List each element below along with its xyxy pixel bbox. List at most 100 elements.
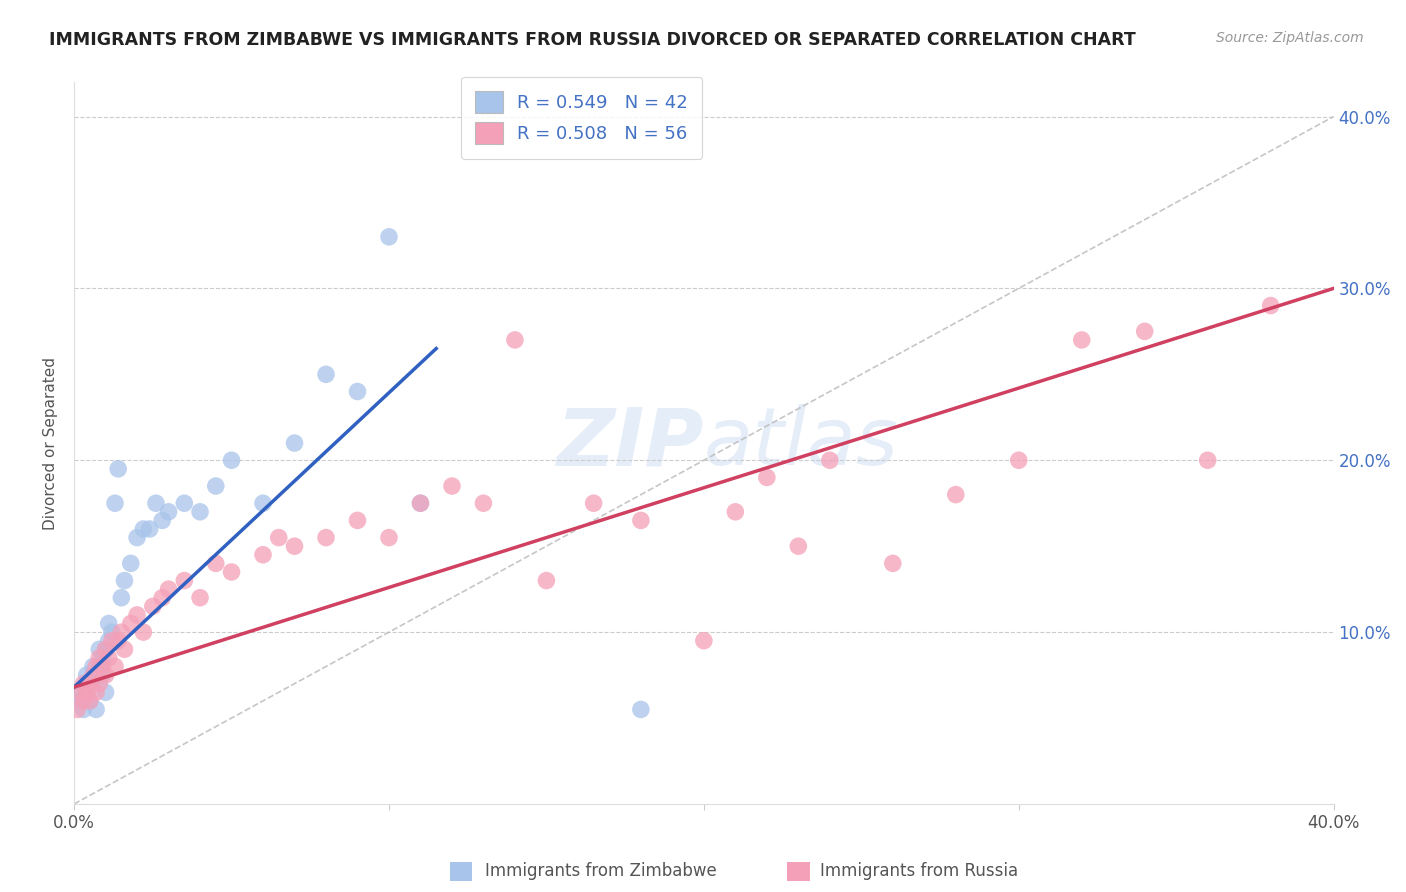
Point xyxy=(94,642,117,657)
Point xyxy=(1133,324,1156,338)
Point xyxy=(94,685,117,699)
Point xyxy=(84,702,107,716)
Text: Source: ZipAtlas.com: Source: ZipAtlas.com xyxy=(1216,31,1364,45)
Point xyxy=(84,685,107,699)
Point xyxy=(76,685,98,699)
Point xyxy=(84,668,107,682)
Point xyxy=(188,591,211,605)
Point xyxy=(346,384,368,399)
Point xyxy=(110,625,132,640)
Point xyxy=(89,659,111,673)
Point xyxy=(378,230,401,244)
Point xyxy=(503,333,526,347)
Point xyxy=(252,496,274,510)
Text: atlas: atlas xyxy=(704,404,898,482)
Point xyxy=(97,633,120,648)
Point xyxy=(89,676,111,690)
Point xyxy=(114,642,136,657)
Point xyxy=(104,496,127,510)
Point xyxy=(787,539,810,553)
Point xyxy=(173,574,195,588)
Point xyxy=(107,462,129,476)
Y-axis label: Divorced or Separated: Divorced or Separated xyxy=(44,357,58,530)
Point xyxy=(69,694,91,708)
Point xyxy=(110,591,132,605)
Point xyxy=(1008,453,1031,467)
Point xyxy=(204,479,226,493)
Point xyxy=(157,582,180,596)
Point xyxy=(315,368,337,382)
Point xyxy=(378,531,401,545)
Point xyxy=(66,685,89,699)
Point xyxy=(79,676,101,690)
Point xyxy=(79,694,101,708)
Point xyxy=(409,496,432,510)
Point xyxy=(91,651,114,665)
Point xyxy=(107,633,129,648)
Point xyxy=(283,436,305,450)
Point xyxy=(125,531,148,545)
Text: IMMIGRANTS FROM ZIMBABWE VS IMMIGRANTS FROM RUSSIA DIVORCED OR SEPARATED CORRELA: IMMIGRANTS FROM ZIMBABWE VS IMMIGRANTS F… xyxy=(49,31,1136,49)
Point xyxy=(89,651,111,665)
Point xyxy=(84,659,107,673)
Point xyxy=(66,702,89,716)
Point xyxy=(630,513,652,527)
Point xyxy=(132,625,155,640)
Point xyxy=(145,496,167,510)
Point xyxy=(82,676,104,690)
Point xyxy=(97,651,120,665)
Point xyxy=(76,685,98,699)
Point xyxy=(150,513,173,527)
Text: Immigrants from Zimbabwe: Immigrants from Zimbabwe xyxy=(485,863,717,880)
Point xyxy=(72,694,94,708)
Point xyxy=(82,668,104,682)
Point xyxy=(132,522,155,536)
Point xyxy=(221,565,243,579)
Legend: R = 0.549   N = 42, R = 0.508   N = 56: R = 0.549 N = 42, R = 0.508 N = 56 xyxy=(461,77,702,159)
Point xyxy=(120,557,142,571)
Point xyxy=(89,642,111,657)
Point xyxy=(724,505,747,519)
Point xyxy=(120,616,142,631)
Point xyxy=(72,702,94,716)
Point xyxy=(221,453,243,467)
Point xyxy=(440,479,463,493)
Point xyxy=(204,557,226,571)
Point xyxy=(101,633,124,648)
Point xyxy=(346,513,368,527)
Point xyxy=(157,505,180,519)
Point xyxy=(630,702,652,716)
Point xyxy=(945,488,967,502)
Point xyxy=(114,574,136,588)
Point xyxy=(150,591,173,605)
Point xyxy=(188,505,211,519)
Point xyxy=(91,668,114,682)
Point xyxy=(94,642,117,657)
Text: Immigrants from Russia: Immigrants from Russia xyxy=(820,863,1018,880)
Point xyxy=(315,531,337,545)
Point xyxy=(409,496,432,510)
Point xyxy=(104,659,127,673)
Point xyxy=(1197,453,1219,467)
Point xyxy=(69,685,91,699)
Point xyxy=(1260,299,1282,313)
Point xyxy=(91,659,114,673)
Point xyxy=(882,557,904,571)
Point xyxy=(267,531,290,545)
Point xyxy=(1070,333,1092,347)
Point xyxy=(138,522,160,536)
Point xyxy=(97,616,120,631)
Text: ZIP: ZIP xyxy=(557,404,704,482)
Point xyxy=(79,694,101,708)
Point xyxy=(173,496,195,510)
Point xyxy=(76,668,98,682)
Point xyxy=(142,599,165,614)
Point xyxy=(79,676,101,690)
Point xyxy=(536,574,558,588)
Point xyxy=(94,668,117,682)
Point xyxy=(283,539,305,553)
Point xyxy=(252,548,274,562)
Point xyxy=(582,496,605,510)
Point xyxy=(82,659,104,673)
Point xyxy=(125,607,148,622)
